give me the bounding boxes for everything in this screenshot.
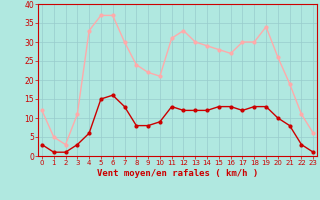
- X-axis label: Vent moyen/en rafales ( km/h ): Vent moyen/en rafales ( km/h ): [97, 169, 258, 178]
